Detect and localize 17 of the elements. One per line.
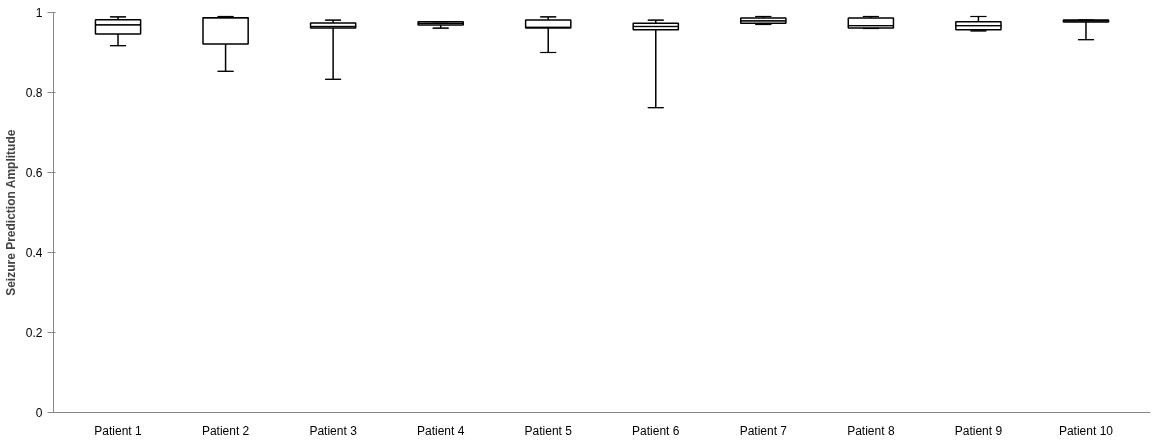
y-tick-label: 0 xyxy=(35,406,43,420)
x-tick-label: Patient 9 xyxy=(954,423,1003,438)
x-tick-label: Patient 3 xyxy=(309,423,358,438)
x-tick-label: Patient 1 xyxy=(94,423,143,438)
x-tick-label: Patient 6 xyxy=(632,423,680,438)
x-tick-label: Patient 2 xyxy=(201,423,250,438)
x-tick-label: Patient 10 xyxy=(1058,423,1114,438)
y-axis-title: Seizure Prediction Amplitude xyxy=(3,129,18,296)
x-tick-label: Patient 4 xyxy=(416,423,465,438)
y-tick-label: 0.6 xyxy=(25,166,43,180)
y-tick-label: 0.2 xyxy=(25,326,43,340)
x-tick-label: Patient 5 xyxy=(524,423,573,438)
x-tick-label: Patient 8 xyxy=(847,423,895,438)
y-tick-label: 1 xyxy=(35,6,43,20)
y-tick-label: 0.8 xyxy=(25,86,43,100)
y-tick-label: 0.4 xyxy=(25,246,43,260)
x-tick-label: Patient 7 xyxy=(739,423,788,438)
